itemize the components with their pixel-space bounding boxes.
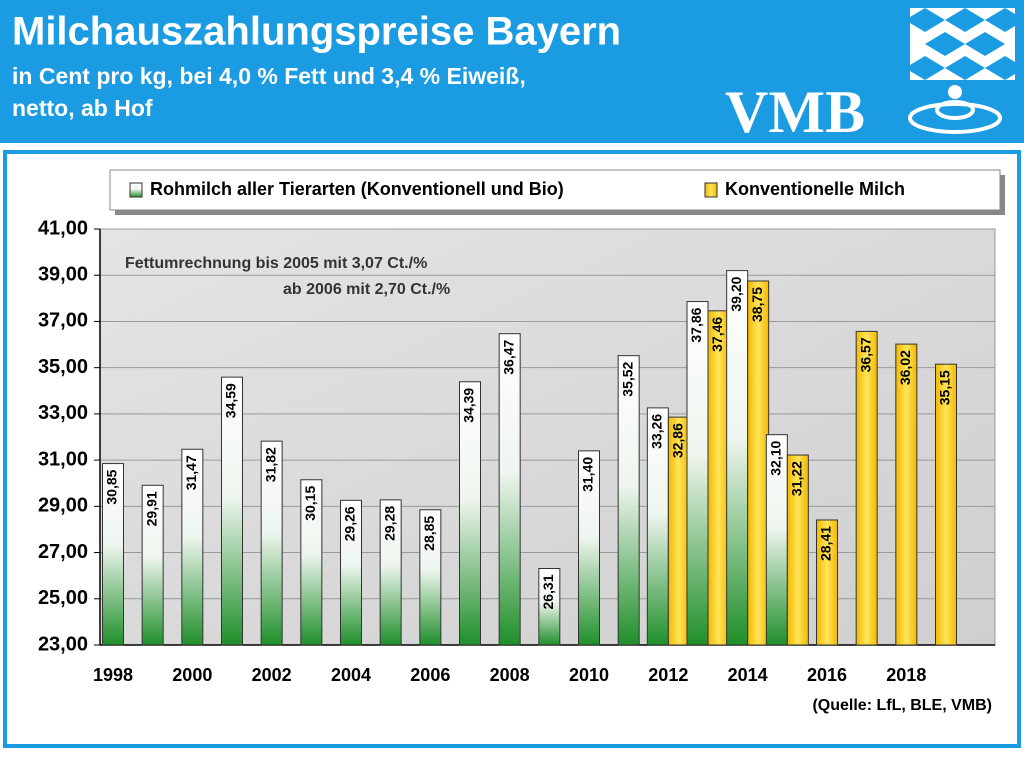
bar: [578, 450, 600, 646]
value-label: 37,86: [688, 307, 704, 342]
x-tick-label: 2008: [490, 665, 530, 685]
value-label: 38,75: [749, 287, 765, 322]
value-label: 31,40: [580, 457, 596, 492]
legend: [109, 169, 1001, 211]
bar: [707, 310, 730, 646]
x-tick-label: 2012: [648, 665, 688, 685]
bar: [538, 568, 561, 646]
annotation: Fettumrechnung bis 2005 mit 3,07 Ct./%: [125, 255, 427, 272]
y-tick-label: 39,00: [38, 264, 88, 286]
x-tick-label: 2010: [569, 665, 609, 685]
value-label: 33,26: [649, 414, 665, 449]
value-label: 32,86: [670, 423, 686, 458]
value-label: 30,15: [302, 486, 318, 521]
value-label: 30,85: [104, 469, 120, 504]
x-tick-label: 2002: [252, 665, 292, 685]
value-label: 28,41: [818, 526, 834, 561]
y-tick-label: 31,00: [38, 448, 88, 470]
bar: [816, 519, 838, 646]
header-bar: [0, 0, 1024, 143]
bar: [221, 376, 243, 646]
value-label: 31,22: [789, 461, 805, 496]
flag: [910, 8, 1015, 80]
bar: [855, 330, 878, 646]
x-tick-label: 2000: [172, 665, 212, 685]
legend-swatch: [129, 182, 143, 198]
bar: [935, 363, 957, 646]
logo-swirl: [908, 85, 1002, 134]
y-tick-label: 41,00: [38, 217, 88, 239]
bar: [141, 484, 164, 646]
bar: [102, 463, 124, 646]
bar: [300, 479, 323, 646]
value-label: 34,39: [461, 388, 477, 423]
x-tick-label: 2016: [807, 665, 847, 685]
bar: [498, 333, 521, 646]
value-label: 31,82: [262, 447, 278, 482]
y-tick-label: 29,00: [38, 495, 88, 517]
x-tick-label: 1998: [93, 665, 133, 685]
value-label: 37,46: [709, 317, 725, 352]
value-label: 29,91: [143, 491, 159, 526]
y-tick-label: 27,00: [38, 541, 88, 563]
y-tick-label: 33,00: [38, 402, 88, 424]
value-label: 36,47: [500, 339, 516, 374]
logo: VMB: [725, 79, 865, 145]
value-label: 29,28: [381, 506, 397, 541]
y-tick-label: 37,00: [38, 310, 88, 332]
y-tick-label: 35,00: [38, 356, 88, 378]
bar: [419, 509, 442, 646]
subtitle: in Cent pro kg, bei 4,0 % Fett und 3,4 %…: [12, 63, 526, 89]
value-label: 31,47: [183, 455, 199, 490]
x-tick-label: 2018: [886, 665, 926, 685]
subtitle: netto, ab Hof: [12, 95, 153, 121]
legend-swatch: [704, 182, 718, 198]
bar: [379, 499, 402, 646]
bar: [340, 499, 362, 646]
bar: [617, 355, 640, 646]
x-tick-label: 2014: [728, 665, 768, 685]
y-tick-label: 23,00: [38, 633, 88, 655]
bar: [747, 280, 770, 646]
value-label: 32,10: [768, 440, 784, 475]
value-label: 39,20: [728, 276, 744, 311]
x-tick-label: 2006: [410, 665, 450, 685]
value-label: 26,31: [540, 574, 556, 609]
value-label: 36,02: [897, 350, 913, 385]
annotation: ab 2006 mit 2,70 Ct./%: [283, 281, 450, 298]
bar: [726, 270, 749, 646]
value-label: 28,85: [421, 516, 437, 551]
value-label: 34,59: [223, 383, 239, 418]
bar: [260, 440, 283, 646]
value-label: 35,52: [619, 361, 635, 396]
title: Milchauszahlungspreise Bayern: [12, 10, 621, 54]
source: (Quelle: LfL, BLE, VMB): [812, 697, 992, 714]
value-label: 35,15: [937, 370, 953, 405]
x-tick-label: 2004: [331, 665, 371, 685]
bar: [686, 301, 709, 646]
bar: [459, 381, 481, 646]
legend-label: Konventionelle Milch: [725, 179, 905, 199]
y-tick-label: 25,00: [38, 587, 88, 609]
bar: [895, 343, 918, 646]
legend-label: Rohmilch aller Tierarten (Konventionell …: [150, 179, 564, 199]
bar: [181, 448, 204, 646]
bar: [786, 454, 809, 646]
value-label: 36,57: [857, 337, 873, 372]
value-label: 29,26: [342, 506, 358, 541]
